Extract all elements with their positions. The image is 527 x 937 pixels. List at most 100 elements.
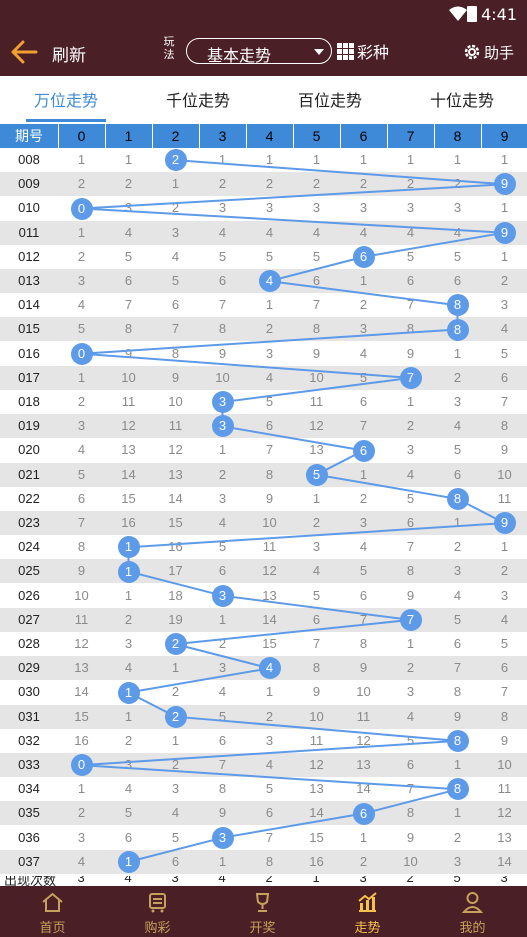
nav-draw[interactable]: 开奖 bbox=[210, 886, 315, 937]
omission-value: 7 bbox=[312, 297, 321, 313]
omission-value: 1 bbox=[453, 515, 462, 530]
omission-value: 10 bbox=[497, 757, 512, 772]
play-type-select[interactable]: 基本走势 bbox=[186, 38, 332, 65]
winning-number-ball: 3 bbox=[211, 391, 234, 414]
omission-value: 5 bbox=[218, 248, 227, 264]
omission-value: 6 bbox=[312, 611, 321, 627]
omission-value: 5 bbox=[218, 539, 227, 555]
omission-value: 1 bbox=[77, 224, 86, 240]
omission-value: 4 bbox=[77, 442, 86, 458]
omission-value: 3 bbox=[406, 684, 415, 700]
nav-buy[interactable]: 购彩 bbox=[105, 886, 210, 937]
tab-shi[interactable]: 十位走势 bbox=[429, 93, 494, 110]
winning-number-ball: 8 bbox=[446, 318, 469, 341]
omission-value: 13 bbox=[74, 660, 89, 676]
omission-value: 6 bbox=[406, 757, 415, 772]
digit-column-header: 2 bbox=[171, 128, 180, 144]
omission-value: 5 bbox=[453, 611, 462, 627]
table-row: 021 5 14 13 2 8 1 4 6 10 bbox=[0, 462, 527, 487]
refresh-button[interactable]: 刷新 bbox=[52, 46, 86, 65]
winning-number-ball: 6 bbox=[352, 439, 375, 462]
header-separator bbox=[58, 124, 59, 148]
omission-value: 4 bbox=[124, 781, 133, 797]
omission-value: 7 bbox=[406, 539, 415, 555]
omission-value: 11 bbox=[309, 394, 324, 409]
omission-value: 4 bbox=[265, 757, 274, 772]
omission-value: 6 bbox=[453, 636, 462, 651]
omission-value: 5 bbox=[124, 805, 133, 821]
omission-value: 4 bbox=[359, 224, 368, 240]
table-row: 018 2 11 10 5 11 6 1 3 7 bbox=[0, 390, 527, 414]
nav-mine[interactable]: 我的 bbox=[420, 886, 525, 937]
omission-value: 4 bbox=[77, 297, 86, 313]
winning-number-ball: 6 bbox=[352, 245, 375, 268]
tab-qian[interactable]: 千位走势 bbox=[165, 93, 230, 110]
nav-trend[interactable]: 走势 bbox=[315, 886, 420, 937]
occurrence-count-value: 5 bbox=[453, 876, 461, 885]
omission-value: 2 bbox=[218, 466, 227, 482]
omission-value: 7 bbox=[406, 781, 415, 797]
omission-value: 4 bbox=[359, 345, 368, 361]
omission-value: 5 bbox=[265, 394, 274, 409]
back-arrow-icon[interactable] bbox=[10, 39, 38, 65]
omission-value: 15 bbox=[262, 636, 277, 651]
digit-column-header: 1 bbox=[124, 128, 133, 144]
omission-value: 5 bbox=[218, 708, 227, 724]
issue-number: 015 bbox=[18, 321, 40, 337]
dropdown-arrow-icon bbox=[314, 49, 324, 55]
issue-number: 023 bbox=[18, 515, 40, 530]
omission-value: 9 bbox=[77, 563, 86, 579]
omission-value: 7 bbox=[77, 515, 86, 530]
omission-value: 3 bbox=[77, 829, 86, 845]
table-row: 023 7 16 15 4 10 2 3 6 1 bbox=[0, 511, 527, 535]
omission-value: 15 bbox=[168, 515, 183, 530]
table-row: 035 2 5 4 9 6 14 8 1 12 bbox=[0, 801, 527, 826]
wifi-icon bbox=[449, 6, 467, 21]
issue-number: 025 bbox=[18, 563, 40, 579]
winning-number-ball: 5 bbox=[305, 463, 328, 486]
nav-home[interactable]: 首页 bbox=[0, 886, 105, 937]
tab-wan[interactable]: 万位走势 bbox=[33, 93, 98, 110]
omission-value: 6 bbox=[77, 490, 86, 506]
omission-value: 5 bbox=[406, 732, 415, 748]
omission-value: 3 bbox=[124, 757, 133, 772]
omission-value: 1 bbox=[312, 152, 321, 167]
tab-bai[interactable]: 百位走势 bbox=[297, 93, 362, 110]
grid-icon bbox=[337, 42, 354, 60]
omission-value: 4 bbox=[218, 684, 227, 700]
occurrence-count-value: 2 bbox=[406, 876, 414, 885]
omission-value: 9 bbox=[453, 708, 462, 724]
app-header: 刷新 玩法 基本走势 彩种 助手 bbox=[0, 28, 527, 76]
omission-value: 2 bbox=[406, 660, 415, 676]
position-tabs: 万位走势 千位走势 百位走势 十位走势 bbox=[0, 76, 527, 122]
omission-value: 1 bbox=[218, 442, 227, 458]
omission-value: 3 bbox=[218, 490, 227, 506]
omission-value: 3 bbox=[77, 418, 86, 434]
omission-value: 4 bbox=[406, 466, 415, 482]
omission-value: 5 bbox=[359, 563, 368, 579]
omission-value: 5 bbox=[406, 490, 415, 506]
bottom-navigation: 首页 购彩 开奖 走势 我的 bbox=[0, 886, 527, 937]
omission-value: 11 bbox=[309, 732, 324, 748]
omission-value: 4 bbox=[453, 224, 462, 240]
header-separator bbox=[152, 124, 153, 148]
lottery-type-button[interactable]: 彩种 bbox=[337, 40, 389, 62]
table-row: 025 9 17 6 12 4 5 8 3 2 bbox=[0, 559, 527, 584]
occurrence-count-label: 出现次数 bbox=[4, 876, 57, 886]
helper-button[interactable]: 助手 bbox=[462, 40, 514, 64]
omission-value: 2 bbox=[359, 853, 368, 869]
occurrence-count-value: 4 bbox=[124, 876, 132, 885]
omission-value: 5 bbox=[265, 248, 274, 264]
omission-value: 3 bbox=[312, 539, 321, 555]
omission-value: 1 bbox=[218, 152, 227, 167]
battery-icon bbox=[467, 6, 477, 22]
omission-value: 6 bbox=[500, 369, 509, 385]
issue-column-header: 期号 bbox=[15, 128, 43, 144]
omission-value: 2 bbox=[77, 248, 86, 264]
table-row: 017 1 10 9 10 4 10 5 2 6 bbox=[0, 365, 527, 390]
omission-value: 12 bbox=[309, 757, 324, 772]
issue-number: 021 bbox=[18, 466, 40, 482]
omission-value: 4 bbox=[124, 224, 133, 240]
issue-number: 037 bbox=[18, 853, 40, 869]
omission-value: 5 bbox=[500, 345, 509, 361]
